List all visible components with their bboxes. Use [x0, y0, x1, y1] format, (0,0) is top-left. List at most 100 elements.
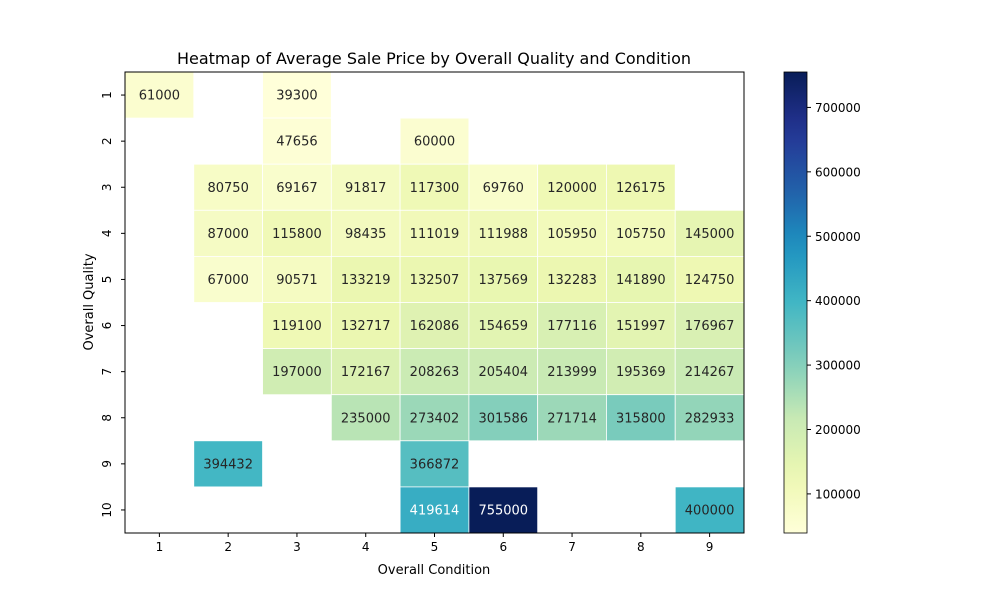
cell-value-label: 105750 [616, 227, 666, 242]
y-tick-label: 9 [100, 460, 114, 468]
cell-value-label: 172167 [341, 365, 391, 380]
heatmap-cell-q3-c8 [606, 163, 676, 211]
heatmap-cell-q4-c4 [330, 209, 401, 257]
heatmap-cell-q9-c5 [399, 440, 470, 488]
cell-value-label: 235000 [341, 411, 391, 426]
heatmap-cell-q1-c3 [262, 71, 332, 119]
heatmap-cell-q5-c9 [674, 255, 745, 303]
y-tick-label: 6 [100, 322, 114, 330]
cell-value-label: 176967 [685, 319, 735, 334]
cell-value-label: 755000 [478, 503, 528, 518]
heatmap-cell-q3-c5 [399, 163, 470, 211]
colorbar-tick-label: 700000 [815, 101, 861, 115]
heatmap-cell-q5-c2 [193, 255, 263, 303]
cell-value-label: 394432 [203, 457, 253, 472]
cell-value-label: 195369 [616, 365, 666, 380]
cell-value-label: 61000 [139, 89, 180, 104]
cell-value-label: 117300 [410, 181, 460, 196]
colorbar-tick-label: 400000 [815, 294, 861, 308]
y-tick-label: 8 [100, 414, 114, 422]
cell-value-label: 80750 [207, 181, 248, 196]
heatmap-cell-q7-c3 [262, 348, 332, 396]
cell-value-label: 67000 [207, 273, 248, 288]
x-tick-label: 8 [637, 540, 645, 554]
cell-value-label: 69167 [276, 181, 317, 196]
cell-value-label: 120000 [547, 181, 597, 196]
cell-value-label: 205404 [478, 365, 528, 380]
cell-value-label: 145000 [685, 227, 735, 242]
cell-value-label: 39300 [276, 89, 317, 104]
x-tick-label: 9 [706, 540, 714, 554]
cell-value-label: 69760 [483, 181, 524, 196]
heatmap-cell-q5-c3 [262, 255, 332, 303]
cell-value-label: 162086 [410, 319, 460, 334]
heatmap-cell-q5-c4 [330, 255, 401, 303]
heatmap-cell-q8-c5 [399, 394, 470, 442]
cell-value-label: 124750 [685, 273, 735, 288]
y-tick-label: 5 [100, 276, 114, 284]
y-tick-label: 2 [100, 137, 114, 145]
colorbar-tick-label: 100000 [815, 487, 861, 501]
heatmap-cells: 61000 39300 47656 60000 80750 69167 91817 11730… [124, 71, 745, 534]
x-tick-label: 7 [568, 540, 576, 554]
cell-value-label: 208263 [410, 365, 460, 380]
cell-value-label: 273402 [410, 411, 460, 426]
x-tick-label: 4 [362, 540, 370, 554]
y-axis-ticks: 1 2 3 4 5 6 7 8 9 10 [100, 91, 125, 518]
y-tick-label: 10 [100, 502, 114, 517]
y-axis-label: Overall Quality [82, 253, 97, 350]
x-tick-label: 3 [293, 540, 301, 554]
cell-value-label: 137569 [478, 273, 528, 288]
cell-value-label: 132717 [341, 319, 391, 334]
x-tick-label: 5 [431, 540, 439, 554]
heatmap-cell-q4-c7 [537, 209, 607, 257]
heatmap-cell-q8-c8 [606, 394, 676, 442]
y-tick-label: 3 [100, 183, 114, 191]
cell-value-label: 141890 [616, 273, 666, 288]
colorbar-tick-label: 200000 [815, 423, 861, 437]
heatmap-cell-q4-c6 [468, 209, 539, 257]
heatmap-cell-q6-c3 [262, 302, 332, 349]
cell-value-label: 213999 [547, 365, 597, 380]
chart-title: Heatmap of Average Sale Price by Overall… [177, 49, 691, 68]
cell-value-label: 47656 [276, 135, 317, 150]
cell-value-label: 151997 [616, 319, 666, 334]
cell-value-label: 111988 [478, 227, 528, 242]
heatmap-cell-q8-c7 [537, 394, 607, 442]
heatmap-cell-q5-c5 [399, 255, 470, 303]
colorbar [783, 71, 808, 534]
heatmap-cell-q9-c2 [193, 440, 263, 488]
cell-value-label: 132283 [547, 273, 597, 288]
cell-value-label: 315800 [616, 411, 666, 426]
cell-value-label: 119100 [272, 319, 322, 334]
cell-value-label: 271714 [547, 411, 597, 426]
heatmap-cell-q8-c9 [674, 394, 745, 442]
heatmap-cell-q2-c5 [399, 117, 470, 165]
x-axis-ticks: 1 2 3 4 5 6 7 8 9 [156, 533, 714, 554]
cell-value-label: 60000 [414, 135, 455, 150]
heatmap-cell-q5-c7 [537, 255, 607, 303]
heatmap-cell-q1-c1 [124, 71, 195, 119]
colorbar-ticks: 100000 200000 300000 400000 500000 600000 7000… [807, 101, 861, 501]
colorbar-tick-label: 500000 [815, 230, 861, 244]
cell-value-label: 90571 [276, 273, 317, 288]
heatmap-cell-q7-c6 [468, 348, 539, 396]
heatmap-cell-q8-c4 [330, 394, 401, 442]
cell-value-label: 87000 [207, 227, 248, 242]
colorbar-tick-label: 300000 [815, 359, 861, 373]
heatmap-cell-q7-c5 [399, 348, 470, 396]
x-tick-label: 1 [156, 540, 164, 554]
cell-value-label: 126175 [616, 181, 666, 196]
heatmap-cell-q7-c8 [606, 348, 676, 396]
heatmap-cell-q6-c6 [468, 302, 539, 349]
cell-value-label: 177116 [547, 319, 597, 334]
cell-value-label: 419614 [410, 503, 460, 518]
cell-value-label: 301586 [478, 411, 528, 426]
heatmap-cell-q10-c6 [468, 486, 539, 534]
cell-value-label: 115800 [272, 227, 322, 242]
cell-value-label: 91817 [345, 181, 386, 196]
cell-value-label: 282933 [685, 411, 735, 426]
cell-value-label: 132507 [410, 273, 460, 288]
heatmap-cell-q4-c2 [193, 209, 263, 257]
